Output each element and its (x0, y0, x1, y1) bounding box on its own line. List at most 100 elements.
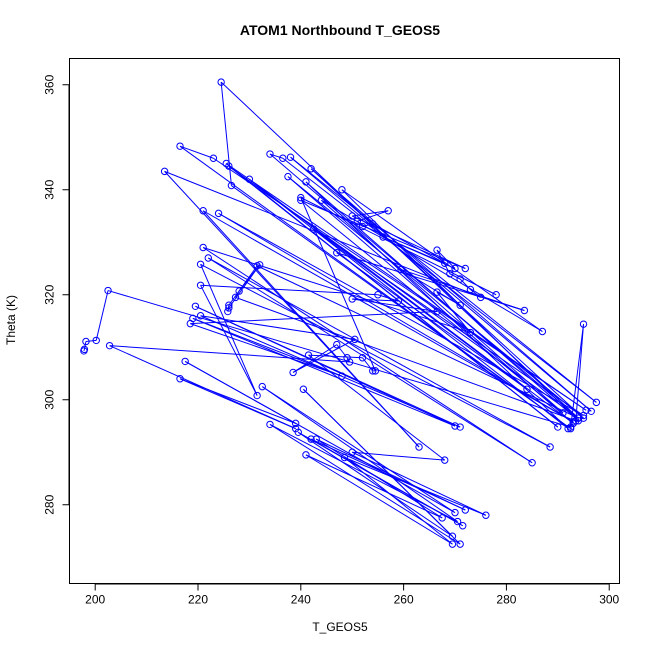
data-point (441, 456, 449, 464)
data-point (307, 435, 315, 443)
data-point (225, 162, 233, 170)
series-segment (184, 360, 456, 514)
data-point (456, 301, 464, 309)
data-point (217, 78, 225, 86)
data-point (338, 186, 346, 194)
series-segment (261, 386, 456, 514)
data-point (92, 336, 100, 345)
series-segment (179, 378, 296, 430)
series-points (80, 78, 601, 548)
data-point (348, 212, 356, 220)
series-segment (310, 168, 584, 419)
series-segment (192, 317, 343, 377)
data-point (289, 368, 297, 377)
series-segment (436, 291, 461, 306)
series-segment (107, 290, 571, 428)
data-point (448, 540, 457, 548)
data-point (466, 328, 475, 337)
data-point (441, 259, 449, 267)
data-point (317, 196, 326, 204)
series-lines (83, 81, 597, 545)
data-point (438, 514, 446, 522)
series-segment (220, 82, 232, 186)
x-tick-label: 240 (291, 593, 311, 607)
data-point (80, 345, 89, 354)
chart-title: ATOM1 Northbound T_GEOS5 (240, 22, 440, 38)
series-segment (192, 317, 456, 427)
data-point (299, 385, 308, 393)
series-segment (269, 424, 461, 545)
series-segment (305, 454, 443, 519)
data-point (225, 304, 233, 312)
series-segment (382, 236, 456, 269)
data-point (415, 443, 423, 451)
data-point (279, 154, 287, 162)
data-point (266, 420, 274, 429)
series-segment (200, 263, 551, 448)
data-point (579, 320, 588, 328)
series-segment (315, 438, 443, 519)
data-point (225, 301, 233, 309)
series-segment (228, 265, 258, 306)
data-point (564, 424, 572, 433)
data-point (307, 165, 315, 173)
data-point (569, 418, 577, 426)
series-segment (235, 296, 576, 422)
series-segment (305, 454, 453, 545)
data-point (199, 243, 207, 252)
series-segment (357, 210, 389, 222)
series-segment (313, 228, 584, 416)
y-tick-label: 300 (43, 389, 57, 409)
series-segment (200, 284, 378, 296)
series-segment (352, 298, 399, 302)
data-point (456, 275, 464, 283)
data-point (374, 291, 382, 299)
series-segment (310, 438, 463, 527)
data-point (297, 196, 305, 204)
series-segment (200, 285, 258, 396)
series-segment (179, 145, 214, 159)
data-point (181, 357, 189, 366)
series-segment (336, 252, 528, 390)
data-point (461, 506, 469, 514)
series-segment (290, 156, 592, 412)
x-axis: 200 220 240 260 280 300 (85, 583, 620, 607)
y-tick-label: 280 (43, 494, 57, 514)
data-point (294, 428, 302, 436)
data-point (559, 409, 567, 417)
series-segment (202, 210, 420, 448)
series-segment (400, 269, 525, 311)
series-segment (459, 278, 471, 290)
data-point (353, 217, 362, 225)
data-point (343, 354, 351, 362)
series-segment (195, 305, 461, 428)
data-point (371, 367, 380, 375)
series-segment (292, 344, 338, 373)
data-point (82, 337, 90, 346)
x-tick-label: 200 (85, 593, 105, 607)
series-segment (190, 323, 343, 377)
series-segment (362, 357, 374, 372)
data-point (579, 411, 588, 420)
series-segment (308, 354, 363, 359)
data-point (348, 448, 356, 456)
y-tick-label: 340 (43, 179, 57, 199)
series-segment (261, 386, 458, 522)
data-point (358, 222, 367, 231)
data-point (433, 246, 441, 254)
series-segment (300, 199, 564, 414)
data-point (394, 297, 403, 305)
data-point (528, 459, 536, 467)
series-segment (449, 273, 461, 280)
data-point (235, 287, 243, 295)
series-segment (190, 311, 438, 325)
data-point (231, 293, 240, 302)
data-point (291, 419, 300, 428)
data-point (345, 358, 354, 366)
data-point (379, 233, 387, 241)
data-point (222, 159, 230, 168)
data-point (333, 249, 341, 257)
data-point (196, 281, 205, 289)
data-point (104, 286, 112, 295)
